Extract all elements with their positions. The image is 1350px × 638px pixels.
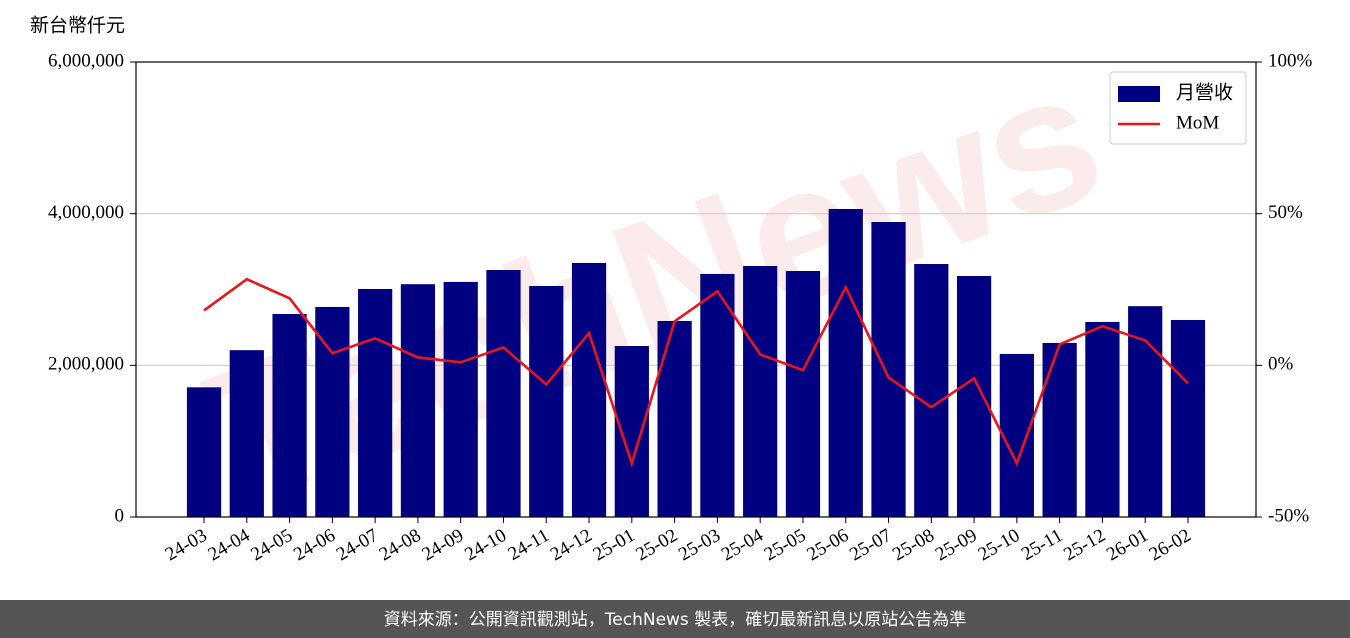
y2-tick-label: 100%: [1268, 50, 1313, 71]
bar: [272, 313, 307, 517]
bar: [914, 264, 949, 517]
y2-tick-label: 0%: [1268, 354, 1294, 375]
bar: [828, 208, 863, 517]
bar: [358, 288, 393, 517]
y-tick-label: 2,000,000: [48, 354, 124, 375]
footer: 資料來源：公開資訊觀測站，TechNews 製表，確切最新訊息以原站公告為準: [384, 610, 966, 630]
x-tick-label: 24-10: [461, 525, 510, 565]
bar: [999, 353, 1034, 517]
bar: [186, 387, 222, 517]
x-tick-label: 26-01: [1103, 525, 1152, 565]
x-tick-label: 26-02: [1146, 525, 1195, 565]
y2-tick-label: -50%: [1268, 505, 1309, 526]
x-tick-label: 25-04: [718, 525, 767, 566]
y-tick-label: 0: [115, 505, 125, 526]
y-tick-label: 4,000,000: [48, 202, 124, 223]
legend-label: MoM: [1176, 112, 1219, 133]
bar: [443, 281, 478, 517]
x-tick-label: 24-06: [290, 525, 339, 565]
legend-swatch: [1118, 86, 1160, 102]
x-tick-label: 24-12: [547, 525, 596, 565]
bar: [529, 286, 564, 517]
line: [203, 277, 1189, 468]
x-tick-label: 24-03: [162, 525, 211, 565]
bar: [400, 284, 436, 517]
bar: [571, 262, 607, 517]
x-tick-label: 24-09: [418, 525, 467, 565]
x-tick-label: 25-09: [932, 525, 981, 565]
bar: [1170, 319, 1206, 517]
y2-tick-label: 50%: [1268, 202, 1303, 223]
bar: [657, 320, 692, 517]
x-tick-label: 25-11: [1018, 525, 1066, 565]
bar: [1085, 321, 1120, 517]
legend-label: 月營收: [1176, 81, 1233, 103]
bar: [700, 273, 735, 517]
bar: [315, 306, 350, 517]
y-tick-label: 6,000,000: [48, 50, 124, 71]
x-tick-label: 24-04: [205, 525, 254, 566]
x-tick-label: 25-02: [632, 525, 681, 565]
bar: [785, 270, 821, 517]
bar: [743, 265, 778, 517]
x-tick-label: 25-05: [761, 525, 810, 565]
x-tick-label: 25-06: [804, 525, 853, 565]
bar: [871, 222, 906, 517]
x-tick-label: 25-03: [675, 525, 724, 565]
x-tick-label: 25-08: [889, 525, 938, 565]
x-tick-label: 25-07: [846, 525, 895, 565]
plot-frame: [135, 61, 1257, 518]
y-axis-label: 新台幣仟元: [30, 14, 125, 36]
x-tick-label: 25-12: [1060, 525, 1109, 565]
x-tick-label: 24-11: [505, 525, 553, 565]
x-tick-label: 25-10: [975, 525, 1024, 565]
bar: [229, 350, 264, 517]
x-tick-label: 24-07: [333, 525, 382, 565]
x-tick-label: 25-01: [590, 525, 639, 565]
bar: [614, 345, 649, 517]
bar: [1042, 342, 1077, 517]
footer-bar: [0, 600, 1350, 638]
bar: [956, 276, 992, 517]
x-tick-label: 24-08: [376, 525, 425, 565]
bar: [486, 270, 521, 517]
